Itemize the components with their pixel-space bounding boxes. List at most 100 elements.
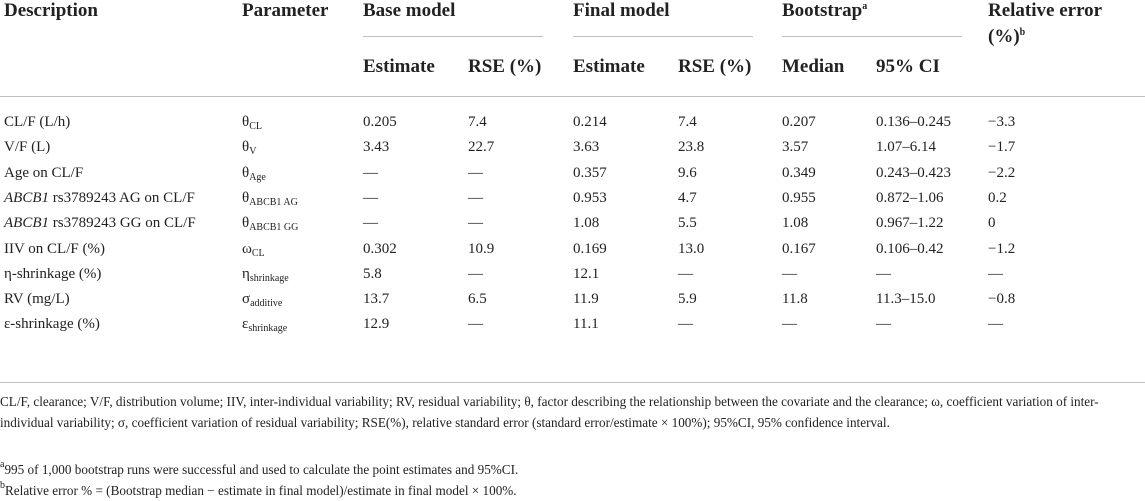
cell-bootstrap-median: 0.955 [782,189,816,206]
cell-base-estimate: 0.205 [363,114,397,130]
cell-final-rse: 7.4 [678,114,697,130]
cell-base-estimate: — [363,164,378,181]
header-bootstrap: Bootstrapa [782,0,868,21]
base-model-rule [363,36,543,37]
cell-bootstrap-ci: 0.872–1.06 [876,189,944,206]
cell-bootstrap-ci: 0.136–0.245 [876,114,951,130]
cell-base-rse: — [468,215,483,232]
cell-bootstrap-ci: 0.243–0.423 [876,164,951,181]
cell-relative-error: −1.7 [988,139,1016,156]
cell-final-rse: — [678,265,693,282]
cell-parameter: θV [242,139,257,158]
header-median: Median [782,56,845,77]
footnote-b: bRelative error % = (Bootstrap median − … [0,480,517,498]
cell-base-rse: — [468,164,483,181]
cell-description: V/F (L) [4,139,51,156]
cell-base-rse: — [468,189,483,206]
cell-description: ABCB1 rs3789243 AG on CL/F [4,189,195,206]
header-parameter: Parameter [242,0,329,21]
cell-relative-error: 0 [988,215,996,232]
cell-parameter: ηshrinkage [242,265,289,284]
bootstrap-rule [782,36,962,37]
cell-base-rse: — [468,316,483,333]
cell-final-estimate: 12.1 [573,265,600,282]
cell-final-estimate: 11.9 [573,291,599,308]
header-estimate-final: Estimate [573,56,645,77]
cell-relative-error: 0.2 [988,189,1007,206]
header-bottom-rule [0,96,1145,97]
cell-final-rse: 9.6 [678,164,697,181]
cell-relative-error: −2.2 [988,164,1016,181]
header-description: Description [4,0,98,21]
cell-description: RV (mg/L) [4,291,70,308]
cell-parameter: θABCB1 GG [242,215,299,234]
cell-relative-error: −3.3 [988,114,1016,130]
cell-parameter: θABCB1 AG [242,189,298,208]
cell-final-rse: 4.7 [678,189,697,206]
cell-parameter: σadditive [242,291,283,310]
cell-final-rse: — [678,316,693,333]
cell-bootstrap-ci: 11.3–15.0 [876,291,936,308]
cell-final-estimate: 0.953 [573,189,607,206]
cell-base-estimate: 0.302 [363,240,397,257]
cell-relative-error: — [988,316,1003,333]
cell-description: ε-shrinkage (%) [4,316,100,333]
cell-base-rse: 22.7 [468,139,495,156]
cell-relative-error: −1.2 [988,240,1016,257]
cell-final-rse: 5.9 [678,291,697,308]
cell-parameter: θAge [242,164,266,183]
cell-final-estimate: 1.08 [573,215,600,232]
cell-description: η-shrinkage (%) [4,265,102,282]
footnote-a: a995 of 1,000 bootstrap runs were succes… [0,459,519,477]
cell-final-estimate: 0.169 [573,240,607,257]
header-base-model: Base model [363,0,456,21]
cell-relative-error: — [988,265,1003,282]
header-rse-final: RSE (%) [678,56,752,77]
cell-description: CL/F (L/h) [4,114,71,130]
header-final-model: Final model [573,0,670,21]
header-estimate-base: Estimate [363,56,435,77]
cell-bootstrap-ci: 0.967–1.22 [876,215,944,232]
cell-parameter: θCL [242,114,262,132]
cell-final-estimate: 11.1 [573,316,599,333]
cell-bootstrap-ci: 0.106–0.42 [876,240,944,257]
cell-final-rse: 23.8 [678,139,705,156]
cell-base-rse: — [468,265,483,282]
cell-bootstrap-median: 0.167 [782,240,816,257]
cell-base-rse: 6.5 [468,291,487,308]
cell-final-estimate: 0.214 [573,114,607,130]
cell-bootstrap-median: 1.08 [782,215,809,232]
final-model-rule [573,36,753,37]
cell-base-estimate: 12.9 [363,316,390,333]
cell-description: Age on CL/F [4,164,84,181]
cell-bootstrap-ci: — [876,316,891,333]
cell-description: IIV on CL/F (%) [4,240,105,257]
cell-bootstrap-median: 3.57 [782,139,809,156]
cell-base-estimate: — [363,215,378,232]
cell-final-estimate: 3.63 [573,139,600,156]
cell-bootstrap-ci: — [876,265,891,282]
header-relative-error: Relative error (%)b [988,0,1103,47]
cell-bootstrap-median: 0.349 [782,164,816,181]
cell-bootstrap-ci: 1.07–6.14 [876,139,936,156]
cell-final-estimate: 0.357 [573,164,607,181]
cell-final-rse: 5.5 [678,215,697,232]
cell-bootstrap-median: 0.207 [782,114,816,130]
cell-base-rse: 10.9 [468,240,495,257]
footnote-abbreviations: CL/F, clearance; V/F, distribution volum… [0,394,1099,430]
header-ci: 95% CI [876,56,940,77]
cell-relative-error: −0.8 [988,291,1016,308]
cell-base-rse: 7.4 [468,114,487,130]
cell-bootstrap-median: 11.8 [782,291,808,308]
cell-parameter: εshrinkage [242,316,288,335]
cell-base-estimate: 3.43 [363,139,390,156]
cell-bootstrap-median: — [782,316,797,333]
cell-base-estimate: 5.8 [363,265,382,282]
header-rse-base: RSE (%) [468,56,542,77]
cell-base-estimate: — [363,189,378,206]
cell-bootstrap-median: — [782,265,797,282]
cell-base-estimate: 13.7 [363,291,390,308]
cell-final-rse: 13.0 [678,240,705,257]
cell-description: ABCB1 rs3789243 GG on CL/F [4,215,196,232]
cell-parameter: ωCL [242,240,265,259]
